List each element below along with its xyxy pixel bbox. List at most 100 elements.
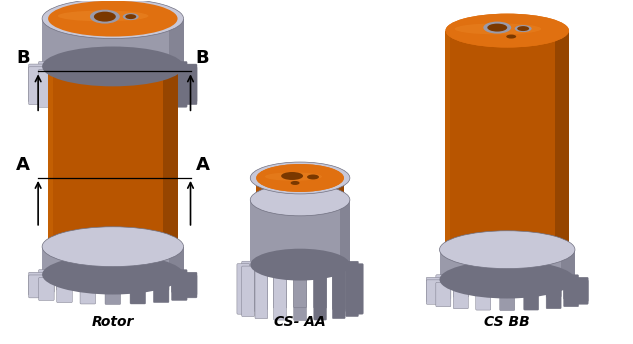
Ellipse shape [454,23,541,34]
FancyBboxPatch shape [80,281,96,304]
Ellipse shape [446,14,569,47]
Ellipse shape [487,24,507,32]
Ellipse shape [265,172,322,181]
FancyBboxPatch shape [499,286,515,311]
FancyBboxPatch shape [105,266,121,289]
Polygon shape [446,31,569,250]
FancyBboxPatch shape [476,286,491,310]
FancyBboxPatch shape [351,264,363,314]
Polygon shape [340,200,350,265]
FancyBboxPatch shape [182,64,197,102]
Ellipse shape [281,172,303,180]
Ellipse shape [250,249,350,281]
FancyBboxPatch shape [80,266,96,289]
FancyBboxPatch shape [314,269,327,320]
Text: B: B [16,50,30,67]
FancyBboxPatch shape [273,269,286,320]
Polygon shape [42,247,184,275]
FancyBboxPatch shape [153,59,169,97]
Ellipse shape [90,10,120,24]
Ellipse shape [48,49,178,84]
FancyBboxPatch shape [39,270,54,292]
Text: A: A [16,156,30,174]
FancyBboxPatch shape [130,281,146,304]
Ellipse shape [291,181,299,185]
FancyBboxPatch shape [255,259,268,310]
FancyBboxPatch shape [242,266,254,316]
Polygon shape [555,31,569,250]
FancyBboxPatch shape [39,69,54,107]
FancyBboxPatch shape [130,73,146,111]
FancyBboxPatch shape [563,275,579,299]
FancyBboxPatch shape [130,266,146,289]
FancyBboxPatch shape [346,261,358,312]
FancyBboxPatch shape [563,282,579,307]
Ellipse shape [439,231,575,269]
Ellipse shape [61,58,139,71]
Ellipse shape [123,13,139,20]
FancyBboxPatch shape [153,72,169,109]
Ellipse shape [58,11,148,21]
Ellipse shape [458,23,532,35]
FancyBboxPatch shape [476,271,491,296]
Ellipse shape [250,162,350,194]
Ellipse shape [256,164,344,192]
FancyBboxPatch shape [57,280,72,303]
FancyBboxPatch shape [182,67,197,105]
Polygon shape [561,250,575,280]
Text: CS BB: CS BB [484,315,530,329]
Ellipse shape [42,0,184,39]
FancyBboxPatch shape [105,73,121,111]
Polygon shape [163,66,178,247]
Ellipse shape [48,229,178,265]
Ellipse shape [256,164,344,192]
Ellipse shape [446,14,569,47]
Polygon shape [42,19,184,66]
Text: Rotor: Rotor [92,315,134,329]
Ellipse shape [42,46,184,86]
FancyBboxPatch shape [57,268,72,290]
Ellipse shape [125,14,136,19]
FancyBboxPatch shape [39,278,54,300]
Polygon shape [439,250,575,280]
FancyBboxPatch shape [436,275,451,299]
Ellipse shape [250,184,350,216]
Polygon shape [446,31,451,250]
Ellipse shape [42,227,184,267]
FancyBboxPatch shape [130,58,146,96]
FancyBboxPatch shape [294,257,306,308]
Ellipse shape [517,26,529,31]
FancyBboxPatch shape [314,258,327,308]
Text: A: A [196,156,210,174]
FancyBboxPatch shape [172,62,187,99]
Ellipse shape [484,22,511,34]
FancyBboxPatch shape [237,264,249,314]
Ellipse shape [42,255,184,294]
FancyBboxPatch shape [426,277,441,302]
FancyBboxPatch shape [523,271,539,296]
FancyBboxPatch shape [332,268,345,319]
FancyBboxPatch shape [332,259,345,310]
FancyBboxPatch shape [426,280,441,304]
FancyBboxPatch shape [172,270,187,292]
Polygon shape [48,66,178,247]
Ellipse shape [446,233,569,267]
Text: B: B [196,50,210,67]
FancyBboxPatch shape [105,281,121,304]
FancyBboxPatch shape [28,64,44,102]
Ellipse shape [48,1,178,36]
FancyBboxPatch shape [546,273,561,297]
FancyBboxPatch shape [242,261,254,312]
FancyBboxPatch shape [28,275,44,298]
FancyBboxPatch shape [546,284,561,309]
FancyBboxPatch shape [80,73,96,111]
Ellipse shape [515,25,532,32]
FancyBboxPatch shape [80,58,96,96]
Polygon shape [170,19,184,66]
FancyBboxPatch shape [573,277,588,302]
FancyBboxPatch shape [182,275,197,298]
FancyBboxPatch shape [273,258,286,308]
FancyBboxPatch shape [346,266,358,316]
FancyBboxPatch shape [294,270,306,321]
Ellipse shape [307,174,319,180]
